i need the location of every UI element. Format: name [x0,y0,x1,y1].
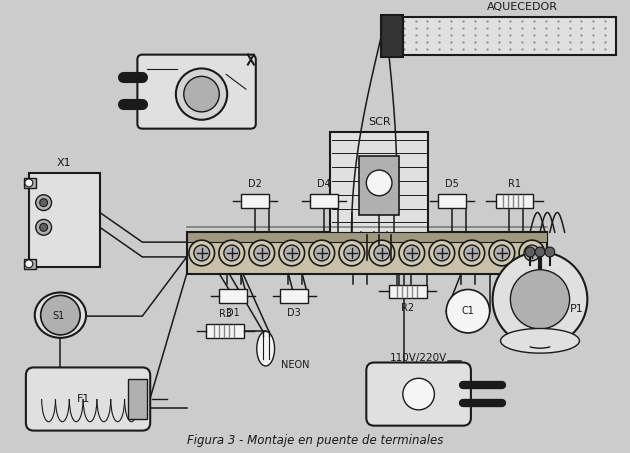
Bar [438,194,466,207]
Circle shape [493,252,587,347]
Ellipse shape [257,332,275,366]
Bar [329,132,428,235]
Text: D2: D2 [248,179,261,189]
Circle shape [374,245,390,261]
Circle shape [184,77,219,112]
Circle shape [489,240,515,266]
Bar [186,232,547,242]
Circle shape [369,240,394,266]
Text: D5: D5 [445,179,459,189]
FancyBboxPatch shape [26,367,150,431]
Text: Figura 3 - Montaje en puente de terminales: Figura 3 - Montaje en puente de terminal… [187,434,443,448]
Circle shape [284,245,300,261]
Circle shape [36,219,52,235]
Circle shape [36,195,52,211]
Circle shape [254,245,270,261]
Bar [381,15,403,57]
Text: S1: S1 [52,311,64,321]
Text: P1: P1 [570,304,583,314]
Text: F1: F1 [76,394,90,404]
Text: R2: R2 [401,304,415,313]
Bar [24,259,36,269]
Text: SCR: SCR [368,117,391,127]
Text: 110V/220V: 110V/220V [390,352,447,362]
FancyBboxPatch shape [137,55,256,129]
Text: C1: C1 [462,306,474,316]
Circle shape [40,223,48,231]
Circle shape [25,260,33,268]
Circle shape [25,179,33,187]
Bar [186,232,547,274]
Text: NEON: NEON [282,361,310,371]
Circle shape [404,245,420,261]
Circle shape [446,289,490,333]
Circle shape [510,270,570,329]
Circle shape [224,245,239,261]
Circle shape [344,245,360,261]
Circle shape [519,240,545,266]
Text: X1: X1 [57,158,72,168]
Bar [359,156,399,216]
Circle shape [279,240,304,266]
Ellipse shape [35,293,86,338]
FancyBboxPatch shape [366,362,471,426]
Text: D1: D1 [226,308,240,318]
Circle shape [219,240,244,266]
Bar [127,379,147,419]
Circle shape [545,247,555,257]
Bar [310,194,338,207]
Circle shape [403,378,435,410]
Bar [29,173,100,267]
Bar [389,284,427,299]
Text: D3: D3 [287,308,301,318]
Circle shape [464,245,480,261]
Bar [24,178,36,188]
Bar [280,289,308,304]
Text: R1: R1 [508,179,521,189]
Circle shape [399,240,425,266]
Text: AQUECEDOR: AQUECEDOR [487,2,558,12]
Circle shape [459,240,484,266]
Circle shape [194,245,210,261]
Bar [496,194,533,207]
Bar [389,17,616,55]
Text: D4: D4 [317,179,331,189]
Circle shape [314,245,329,261]
Circle shape [40,199,48,207]
Circle shape [434,245,450,261]
Circle shape [525,247,535,257]
Circle shape [41,295,80,335]
Circle shape [339,240,365,266]
Bar [219,289,247,304]
Text: R3: R3 [219,309,232,319]
Circle shape [366,170,392,196]
Circle shape [494,245,510,261]
Circle shape [189,240,215,266]
Ellipse shape [500,328,580,353]
Circle shape [429,240,455,266]
Circle shape [249,240,275,266]
Circle shape [535,247,545,257]
Circle shape [309,240,335,266]
Circle shape [176,68,227,120]
Circle shape [524,245,540,261]
Bar [207,324,244,338]
Bar [241,194,268,207]
